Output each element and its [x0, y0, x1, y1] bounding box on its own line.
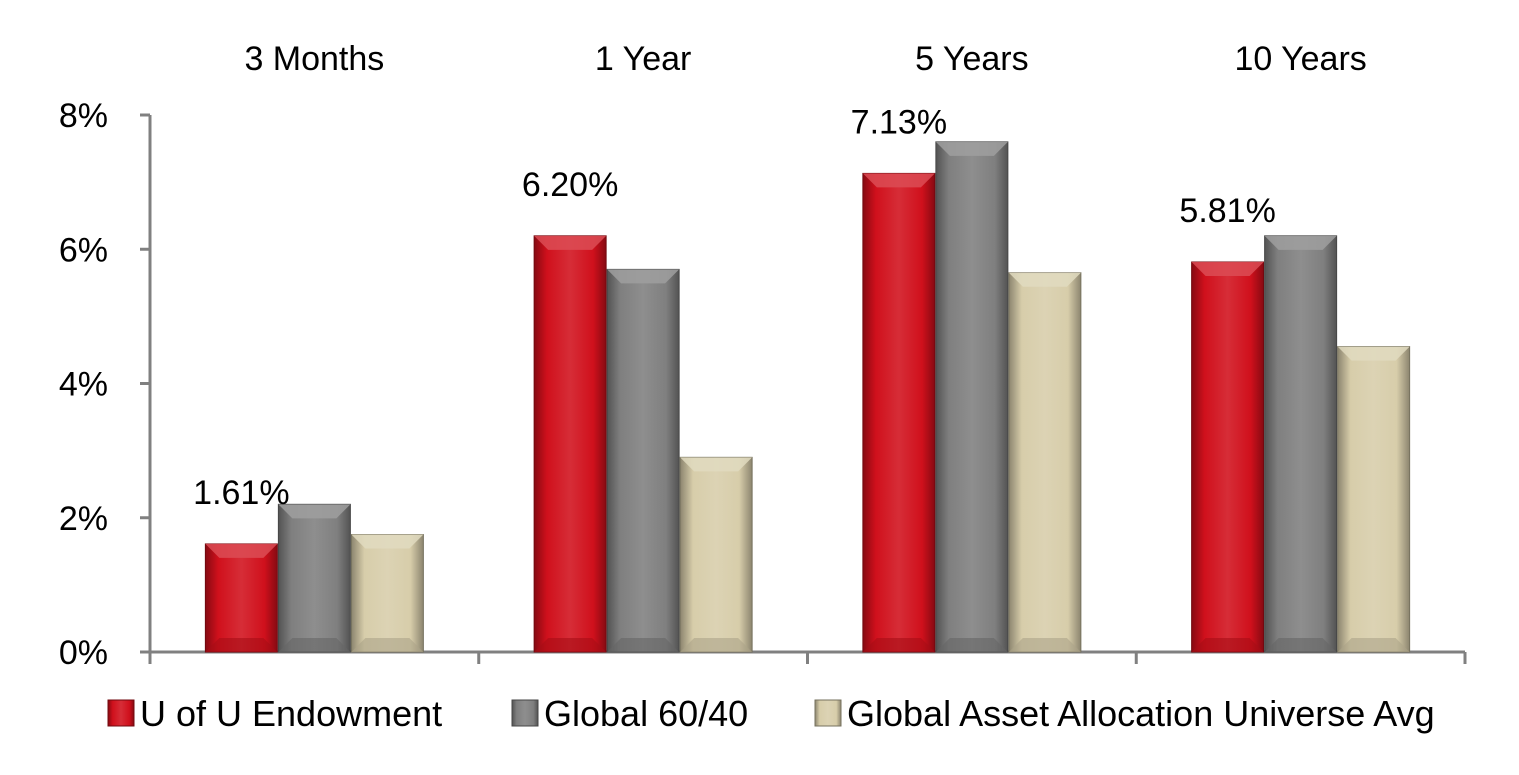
bar-bevel-top: [278, 504, 351, 519]
category-label: 5 Years: [915, 40, 1028, 78]
bar-bevel-bottom: [1008, 638, 1081, 652]
bar-bevel-bottom: [534, 638, 607, 652]
bar-bevel-top: [1008, 272, 1081, 287]
bar-bevel-bottom: [351, 638, 424, 652]
chart-bars: [204, 141, 1411, 653]
bar-bevel-top: [1337, 346, 1410, 361]
y-tick-label: 4%: [59, 366, 108, 404]
bar: [679, 456, 753, 653]
bar: [350, 534, 424, 653]
data-label: 6.20%: [522, 166, 618, 204]
bar-bevel-top: [607, 269, 680, 284]
bar: [1337, 346, 1411, 653]
legend-swatch: [814, 699, 842, 727]
y-tick-label: 2%: [59, 500, 108, 538]
data-label: 7.13%: [851, 103, 947, 141]
bar: [204, 543, 278, 653]
bar-bevel-top: [935, 141, 1008, 156]
bar: [533, 235, 607, 653]
bar: [862, 172, 936, 653]
category-label: 3 Months: [244, 40, 384, 78]
bar: [1008, 272, 1082, 653]
bar-bevel-bottom: [935, 638, 1008, 652]
bar-bevel-top: [1191, 262, 1264, 277]
bar-bevel-top: [862, 173, 935, 188]
bar-bevel-top: [205, 543, 278, 558]
category-label: 10 Years: [1234, 40, 1366, 78]
bar-bevel-bottom: [862, 638, 935, 652]
bar-bevel-top: [680, 457, 753, 472]
bar: [277, 503, 351, 653]
y-tick-label: 0%: [59, 634, 108, 672]
bar: [1264, 235, 1338, 653]
bar-bevel-bottom: [278, 638, 351, 652]
bar-bevel-top: [1264, 235, 1337, 250]
legend-swatch: [511, 699, 539, 727]
bar-bevel-top: [534, 235, 607, 250]
legend-label: Global 60/40: [544, 693, 748, 734]
chart-labels: 3 Months 1 Year 5 Years 10 Years 1.61% 6.20% 7…: [193, 40, 1367, 512]
y-tick-label: 6%: [59, 231, 108, 269]
bar-bevel-bottom: [607, 638, 680, 652]
legend-swatch: [107, 699, 135, 727]
legend-label: Global Asset Allocation Universe Avg: [847, 693, 1435, 734]
bar-bevel-bottom: [1337, 638, 1410, 652]
data-label: 1.61%: [193, 474, 289, 512]
bar-bevel-bottom: [1191, 638, 1264, 652]
bar: [935, 141, 1009, 653]
bar-bevel-bottom: [205, 638, 278, 652]
bar-bevel-bottom: [680, 638, 753, 652]
bar: [606, 268, 680, 653]
chart-legend: U of U Endowment Global 60/40 Global Asset…: [107, 693, 1435, 734]
data-label: 5.81%: [1179, 192, 1275, 230]
bar: [1191, 261, 1265, 653]
category-label: 1 Year: [595, 40, 691, 78]
legend-label: U of U Endowment: [140, 693, 442, 734]
bar-bevel-top: [351, 534, 424, 549]
y-tick-label: 8%: [59, 97, 108, 135]
bar-bevel-bottom: [1264, 638, 1337, 652]
